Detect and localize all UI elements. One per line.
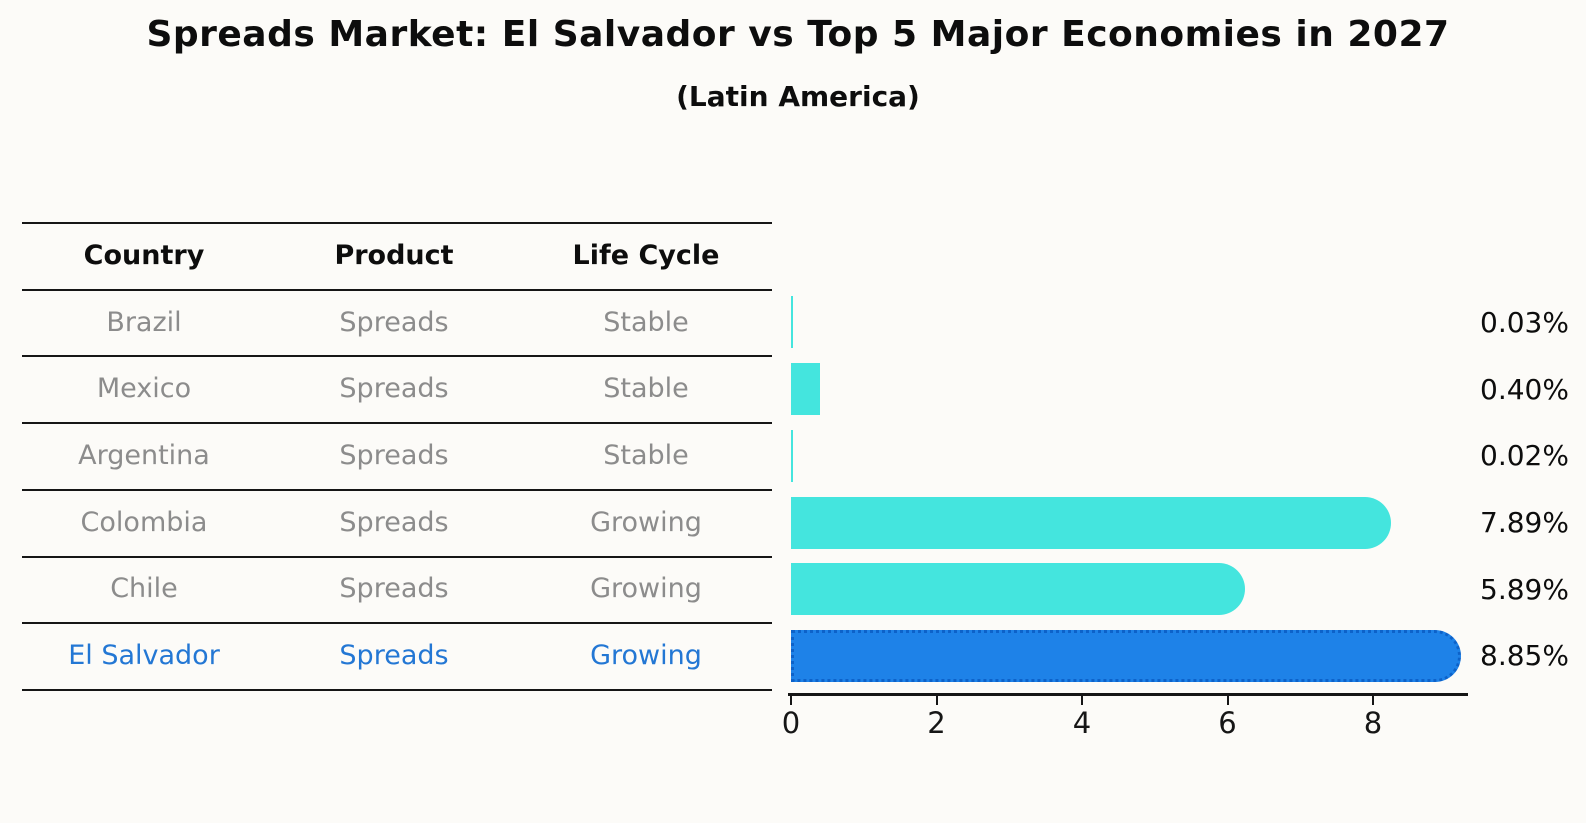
value-label-el-salvador: 8.85% — [1480, 639, 1569, 673]
x-axis-tick-4 — [1081, 696, 1083, 705]
table-header-cell-life-cycle: Life Cycle — [572, 239, 720, 271]
x-axis-tick-label-4: 4 — [1072, 706, 1092, 740]
x-axis-tick-2 — [935, 696, 938, 705]
table-cell-el-salvador-product: Spreads — [339, 640, 449, 672]
value-label-chile: 5.89% — [1480, 572, 1569, 606]
table-cell-el-salvador-country: El Salvador — [68, 640, 220, 672]
table-header-cell-product: Product — [334, 239, 454, 271]
table-header-cell-country: Country — [83, 239, 205, 271]
x-axis-tick-0 — [790, 696, 792, 705]
value-label-mexico: 0.40% — [1480, 372, 1569, 406]
table-cell-chile-country: Chile — [110, 573, 178, 605]
x-axis-line — [788, 693, 1468, 696]
table-cell-colombia-life-cycle: Growing — [590, 506, 702, 538]
x-axis-tick-label-2: 2 — [927, 706, 946, 740]
table-cell-chile-life-cycle: Growing — [590, 573, 702, 605]
bar-el-salvador — [791, 629, 1461, 682]
bar-colombia — [791, 496, 1391, 549]
table-bottom-line — [22, 688, 772, 691]
x-axis-tick-label-0: 0 — [781, 706, 801, 740]
value-label-argentina: 0.02% — [1480, 439, 1569, 473]
table-row-separator — [22, 355, 772, 358]
table-cell-brazil-life-cycle: Stable — [603, 306, 689, 338]
table-cell-mexico-product: Spreads — [339, 373, 449, 405]
bar-brazil — [791, 296, 794, 349]
table-row-separator — [22, 622, 772, 625]
value-label-colombia: 7.89% — [1480, 506, 1569, 540]
table-row-separator — [22, 288, 772, 291]
bar-argentina — [791, 429, 793, 482]
table-cell-mexico-life-cycle: Stable — [603, 373, 689, 405]
table-cell-brazil-product: Spreads — [339, 306, 449, 338]
table-cell-colombia-country: Colombia — [80, 506, 208, 538]
table-row-separator — [22, 555, 772, 558]
value-label-brazil: 0.03% — [1480, 305, 1569, 339]
chart-title: Spreads Market: El Salvador vs Top 5 Maj… — [146, 14, 1450, 55]
x-axis-tick-8 — [1372, 696, 1374, 705]
table-cell-argentina-product: Spreads — [339, 439, 449, 471]
table-cell-colombia-product: Spreads — [339, 506, 449, 538]
table-cell-argentina-country: Argentina — [78, 439, 210, 471]
bar-mexico — [791, 363, 821, 416]
table-cell-el-salvador-life-cycle: Growing — [590, 640, 702, 672]
table-row-separator — [22, 488, 772, 491]
table-cell-chile-product: Spreads — [339, 573, 449, 605]
table-row-separator — [22, 422, 772, 425]
x-axis-tick-label-6: 6 — [1218, 706, 1237, 740]
table-cell-mexico-country: Mexico — [96, 373, 192, 405]
table-cell-argentina-life-cycle: Stable — [603, 439, 689, 471]
chart-subtitle: (Latin America) — [676, 80, 920, 113]
table-top-line — [22, 222, 772, 224]
x-axis-tick-label-8: 8 — [1363, 706, 1383, 740]
x-axis-tick-6 — [1226, 696, 1229, 705]
bar-chile — [791, 563, 1246, 616]
table-cell-brazil-country: Brazil — [106, 306, 182, 338]
